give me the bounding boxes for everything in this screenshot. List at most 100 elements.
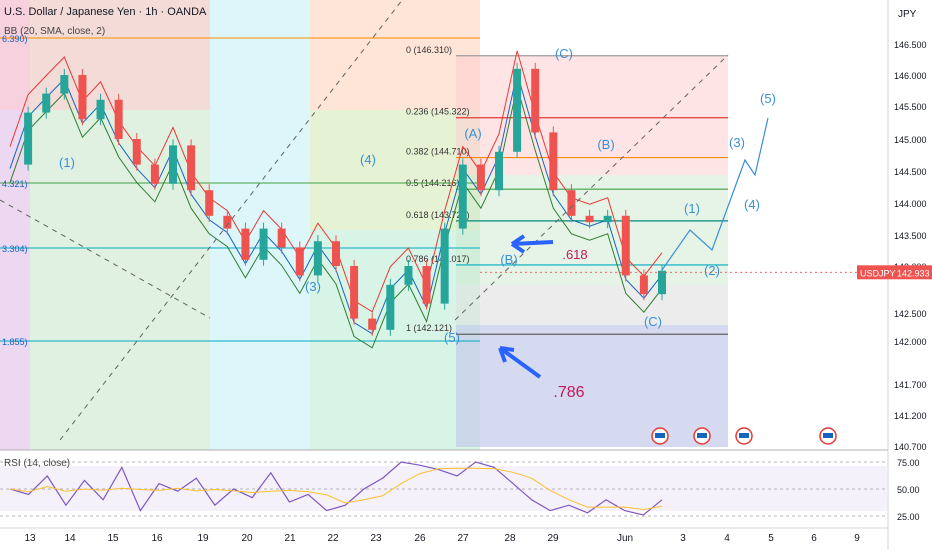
y-tick-label: 145.000 [894, 135, 927, 145]
rsi-ma-line [9, 467, 663, 511]
last-price: 142.933 [897, 268, 930, 278]
rsi-tick-label: 25.00 [897, 512, 920, 522]
x-tick-label: 15 [107, 533, 119, 544]
wave-label: (B) [597, 137, 614, 152]
bb-indicator-label[interactable]: BB (20, SMA, close, 2) [4, 26, 106, 37]
candle-body [132, 139, 141, 165]
candle-body [277, 228, 286, 248]
candle-body [150, 164, 159, 184]
y-tick-label: 140.250 [894, 0, 927, 2]
candle-body [658, 270, 666, 295]
candle-body [187, 145, 196, 191]
candle-body [205, 190, 214, 216]
wave-label: .618 [562, 247, 587, 262]
x-tick-label: 4 [724, 533, 730, 544]
x-tick-label: 29 [547, 533, 559, 544]
candle-body [241, 228, 250, 260]
candle-body [513, 68, 522, 152]
candle-body [621, 215, 630, 276]
symbol-badge: USDJPY [860, 268, 896, 278]
y-tick-label: 145.500 [894, 102, 927, 112]
wave-label: (1) [59, 155, 75, 170]
x-tick-label: 3 [680, 533, 686, 544]
y-tick-label: 144.000 [894, 199, 927, 209]
series-layer [9, 50, 666, 349]
x-tick-label: 6 [811, 533, 817, 544]
projection-path [661, 117, 769, 271]
y-tick-label: 142.000 [894, 337, 927, 347]
candle-body [259, 228, 268, 260]
left-level-label: 1.855) [2, 337, 28, 347]
x-tick-label: 23 [370, 533, 382, 544]
candle-body [567, 190, 576, 216]
rsi-tick-label: 50.00 [897, 485, 920, 495]
x-tick-label: 21 [284, 533, 296, 544]
bb-lower-band [9, 86, 663, 349]
x-tick-label: 28 [504, 533, 516, 544]
y-tick-label: 140.700 [894, 442, 927, 452]
x-tick-label: 14 [64, 533, 76, 544]
symbol-title[interactable]: U.S. Dollar / Japanese Yen · 1h · OANDA [4, 6, 207, 18]
wave-label: (A) [464, 126, 481, 141]
x-tick-label: 22 [327, 533, 339, 544]
wave-label: (3) [729, 135, 745, 150]
rsi-layer: 75.00 50.00 25.00 [0, 449, 920, 522]
left-level-label: 3.304) [2, 244, 28, 254]
zones-layer [0, 0, 728, 450]
zone [456, 175, 728, 285]
zone [456, 325, 728, 447]
y-tick-label: 146.000 [894, 71, 927, 81]
fib-layer: 0 (146.310) 0.236 (145.322) 0.382 (144.710… [0, 34, 728, 347]
candle-body [368, 318, 377, 330]
zone [456, 285, 728, 325]
left-level-label: 4.321) [2, 179, 28, 189]
wave-label: (4) [744, 197, 760, 212]
rsi-line [9, 461, 663, 516]
wave-label: (5) [444, 330, 460, 345]
y-tick-label: 141.700 [894, 380, 927, 390]
x-tick-label: 26 [414, 533, 426, 544]
candle-body [458, 164, 467, 229]
y-tick-label: 143.500 [894, 231, 927, 241]
candle-body [96, 99, 105, 120]
zone [310, 230, 480, 450]
candle-body [603, 215, 612, 223]
y-tick-label: 142.500 [894, 309, 927, 319]
candle-body [531, 68, 540, 133]
wave-label: (C) [555, 46, 573, 61]
candle-body [404, 266, 413, 285]
event-flag-icon [697, 433, 707, 438]
fib-label: 0.382 (144.710) [406, 147, 470, 157]
candle-body [639, 275, 648, 295]
candle-body [422, 266, 431, 304]
fib-label: 1 (142.121) [406, 323, 452, 333]
candle-body [114, 99, 123, 139]
wave-label: (4) [360, 152, 376, 167]
x-tick-label: 27 [457, 533, 469, 544]
candle-body [549, 132, 558, 191]
event-flag-icon [739, 433, 749, 438]
zone [310, 0, 480, 110]
event-flag-icon [655, 433, 665, 438]
candle-body [223, 215, 232, 229]
arrow-icon [498, 346, 542, 379]
fib-label: 0.786 (143.017) [406, 254, 470, 264]
rsi-tick-label: 75.00 [897, 458, 920, 468]
x-tick-label: 13 [24, 533, 36, 544]
rsi-indicator-label[interactable]: RSI (14, close) [4, 458, 71, 469]
fib-label: 0.618 (143.721) [406, 210, 470, 220]
candle-body [295, 247, 304, 276]
last-price-badge [857, 265, 932, 280]
candle-body [169, 145, 177, 184]
wave-label: (5) [760, 91, 776, 106]
y-tick-label: 144.500 [894, 167, 927, 177]
fib-label: 0 (146.310) [406, 45, 452, 55]
candle-body [78, 75, 87, 120]
x-tick-label: Jun [617, 533, 633, 544]
wave-label: (3) [305, 279, 321, 294]
wave-label: .786 [553, 384, 584, 401]
candle-body [350, 266, 359, 319]
left-level-label: 6.390) [2, 34, 28, 44]
